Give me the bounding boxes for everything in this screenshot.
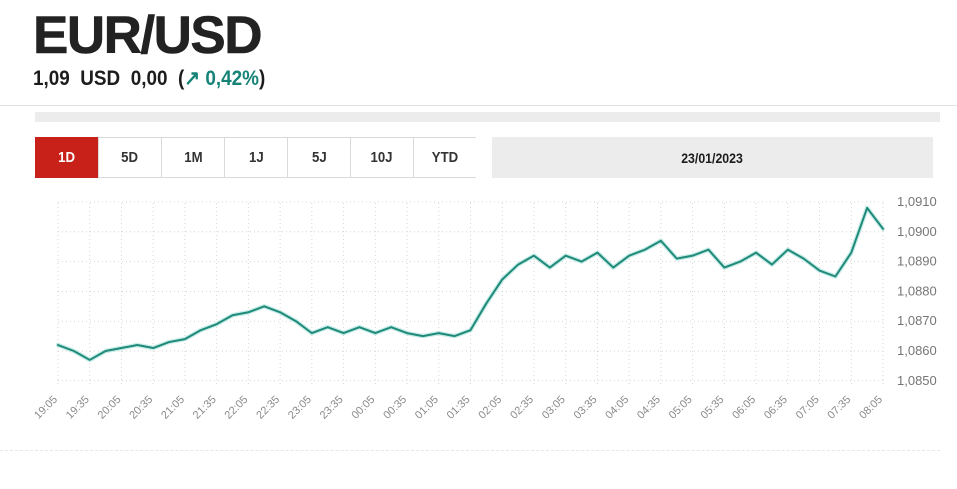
svg-text:20:05: 20:05	[96, 394, 124, 422]
svg-text:22:05: 22:05	[223, 394, 251, 422]
svg-text:1,0890: 1,0890	[897, 254, 937, 269]
svg-text:19:05: 19:05	[32, 394, 60, 422]
svg-text:04:05: 04:05	[603, 394, 631, 422]
svg-text:06:05: 06:05	[730, 394, 758, 422]
svg-text:03:05: 03:05	[540, 394, 568, 422]
svg-text:23:05: 23:05	[286, 394, 314, 422]
svg-text:04:35: 04:35	[635, 394, 663, 422]
svg-text:06:35: 06:35	[762, 394, 790, 422]
svg-text:02:35: 02:35	[508, 394, 536, 422]
svg-text:19:35: 19:35	[64, 394, 92, 422]
svg-text:1,0860: 1,0860	[897, 343, 937, 358]
svg-text:21:35: 21:35	[191, 394, 219, 422]
svg-text:00:05: 00:05	[349, 394, 377, 422]
svg-text:1,0880: 1,0880	[897, 283, 937, 298]
svg-text:00:35: 00:35	[381, 394, 409, 422]
svg-text:07:35: 07:35	[825, 394, 853, 422]
svg-text:1,0910: 1,0910	[897, 194, 937, 209]
svg-text:21:05: 21:05	[159, 394, 187, 422]
svg-text:22:35: 22:35	[254, 394, 282, 422]
svg-text:03:35: 03:35	[572, 394, 600, 422]
svg-text:1,0850: 1,0850	[897, 373, 937, 388]
svg-text:05:35: 05:35	[699, 394, 727, 422]
svg-text:23:35: 23:35	[318, 394, 346, 422]
svg-text:08:05: 08:05	[857, 394, 885, 422]
svg-text:01:05: 01:05	[413, 394, 441, 422]
svg-text:07:05: 07:05	[794, 394, 822, 422]
svg-text:05:05: 05:05	[667, 394, 695, 422]
svg-text:1,0900: 1,0900	[897, 224, 937, 239]
svg-text:20:35: 20:35	[127, 394, 155, 422]
svg-text:1,0870: 1,0870	[897, 313, 937, 328]
svg-text:02:05: 02:05	[476, 394, 504, 422]
svg-text:01:35: 01:35	[445, 394, 473, 422]
